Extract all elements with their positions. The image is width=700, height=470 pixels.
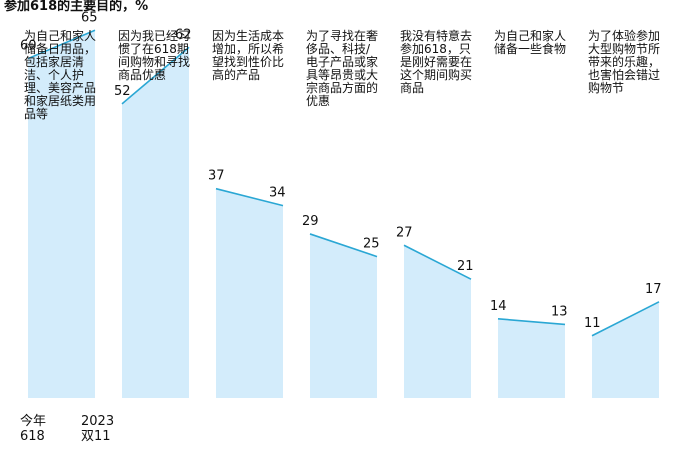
x-label: 618 [20,429,45,444]
x-label: 2023 [81,414,114,429]
value-label: 11 [584,316,601,331]
slope-line [309,233,378,258]
category-label: 因为生活成本增加，所以希望找到性价比高的产品 [212,29,285,82]
area [28,30,95,399]
category-label: 为了寻找在奢侈品、科技/电子产品或家具等昂贵或大宗商品方面的优惠 [306,29,379,108]
value-label: 13 [551,304,568,319]
value-label: 34 [269,186,286,201]
value-label: 14 [490,299,507,314]
slope-line [121,46,190,105]
category-label: 为自己和家人储备日用品，包括家居清洁、个人护理、美容产品和家居纸类用品等 [24,29,97,121]
value-label: 37 [208,169,225,184]
area [122,47,189,398]
area [404,245,471,398]
area [592,301,659,398]
slope-line [27,29,96,60]
value-label: 62 [175,27,192,42]
slope-line [403,244,472,280]
category-label: 为自己和家人储备一些食物 [494,29,567,56]
slope-line [497,318,566,326]
chart-title: 参加618的主要目的，% [4,0,149,14]
slope-line [591,301,660,337]
area [310,233,377,398]
value-label: 65 [81,10,98,25]
value-label: 60 [20,39,37,54]
area [216,188,283,398]
value-label: 29 [302,214,319,229]
value-label: 52 [114,84,131,99]
value-label: 27 [396,225,413,240]
area [498,318,565,398]
category-label: 因为我已经习惯了在618期间购物和寻找商品优惠 [118,29,191,82]
value-label: 17 [645,282,662,297]
value-label: 21 [457,259,474,274]
slope-line [215,187,284,207]
value-label: 25 [363,237,380,252]
category-label: 为了体验参加大型购物节所带来的乐趣，也害怕会错过购物节 [588,29,661,95]
category-label: 我没有特意去参加618，只是刚好需要在这个期间购买商品 [400,29,473,95]
x-label: 双11 [81,429,111,444]
x-label: 今年 [20,413,46,429]
